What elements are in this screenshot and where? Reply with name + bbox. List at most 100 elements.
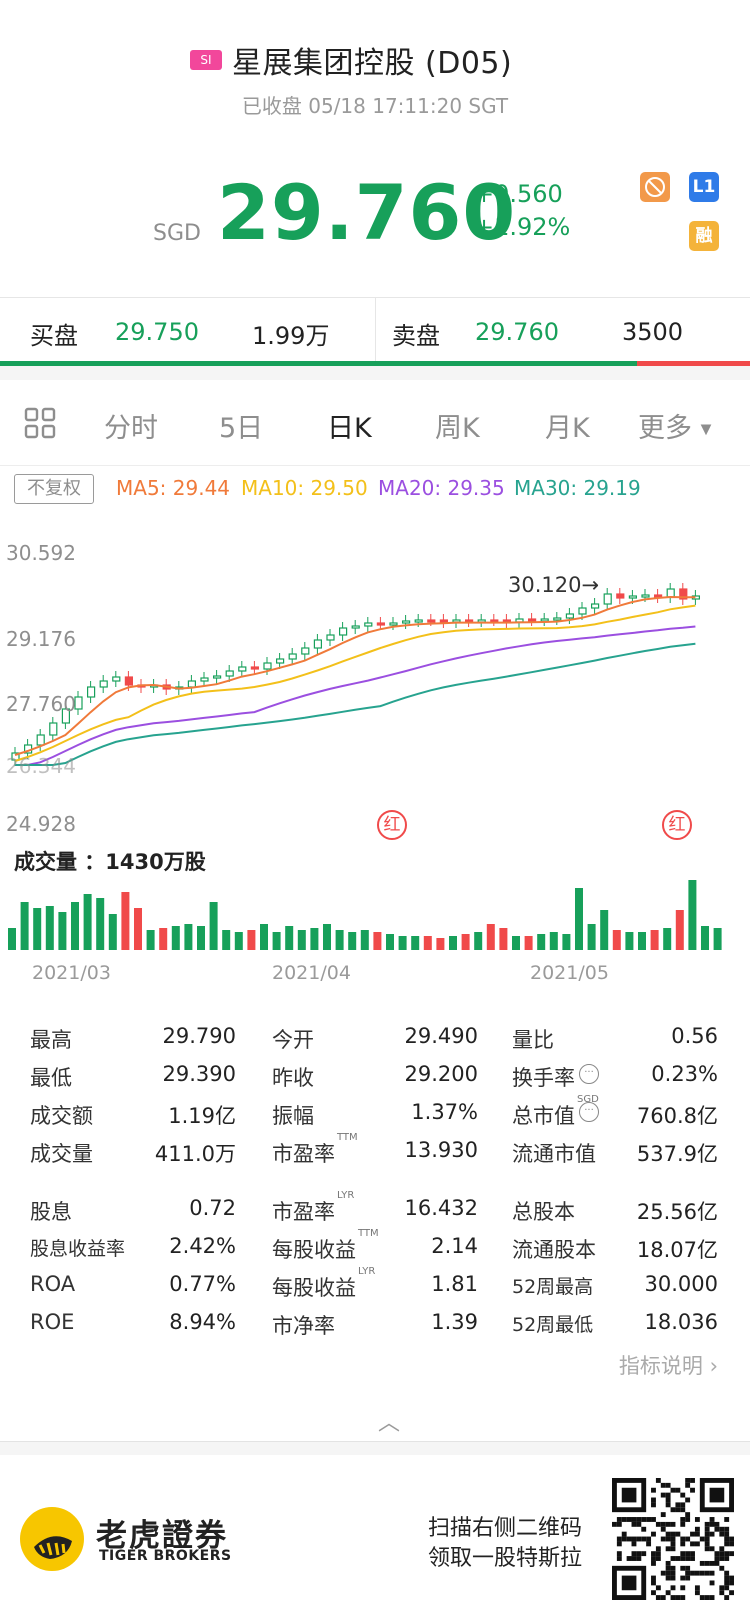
candle [200,677,209,682]
volume-bar [436,938,445,950]
stat-value: 18.036 [644,1310,718,1334]
stat-label: 流通市值 [512,1142,596,1166]
stat-label: ROA [30,1272,76,1296]
volume-bar [512,936,520,950]
volume-bar [524,936,533,950]
x-axis-label: 2021/04 [272,962,351,984]
bid-volume: 1.99万 [252,322,330,350]
volume-bar [20,902,29,950]
price-change: +0.560 [474,180,563,208]
info-icon[interactable]: ··· [579,1064,599,1084]
volume-bar [423,936,432,950]
last-price: 29.760 [217,168,517,257]
volume-bar [272,932,281,950]
candle [653,594,663,598]
candle [86,686,96,698]
ma-line [14,604,696,762]
stat-value: 16.432 [404,1196,478,1220]
candles-group [11,583,701,766]
volume-bar [701,926,709,950]
volume-bar [83,894,92,950]
volume-bar [461,934,470,950]
ma10-label: MA10: 29.50 [241,476,368,500]
stat-label: 昨收 [272,1066,314,1090]
volume-bar [310,928,319,950]
volume-bar [638,932,646,950]
adjust-button[interactable]: 不复权 [14,474,94,504]
volume-bar [260,924,268,950]
qr-code-image[interactable] [612,1478,734,1600]
stat-label: 成交量 [30,1142,93,1166]
candlestick-chart[interactable] [0,515,750,835]
indicator-help-label: 指标说明 [618,1354,703,1378]
stat-superscript: LYR [358,1266,376,1277]
tab-monthly-k[interactable]: 月K [545,413,590,444]
volume-bar [184,924,193,950]
stat-label: 今开 [272,1028,314,1052]
collapse-chevron-icon[interactable]: ︿ [378,1411,401,1436]
tab-intraday[interactable]: 分时 [104,413,158,444]
stat-label: 每股收益 [272,1276,356,1300]
volume-bar [688,880,697,950]
stat-value: 29.390 [162,1062,236,1086]
candle [213,675,222,679]
ask-volume: 3500 [622,318,684,346]
candle [402,620,411,624]
volume-bar [45,906,54,950]
volume-chart[interactable] [0,870,750,950]
stat-value: 537.9亿 [636,1142,718,1166]
tab-5day[interactable]: 5日 [219,413,264,444]
ma30-label: MA30: 29.19 [514,476,641,500]
stat-value: 29.200 [404,1062,478,1086]
market-badge: SI [190,50,222,70]
volume-bar [486,924,495,950]
tab-weekly-k[interactable]: 周K [435,413,480,444]
volume-bars-group [8,880,722,950]
candle [263,662,272,670]
stat-superscript: LYR [337,1190,355,1201]
volume-bar [650,930,659,950]
tab-more[interactable]: 更多 ▼ [638,406,711,445]
no-short-icon[interactable] [640,172,670,202]
stat-label: ROE [30,1310,75,1334]
stat-value: 0.77% [169,1272,236,1296]
stat-label: 市盈率 [272,1200,335,1224]
high-marker: 30.120→ [508,573,600,597]
stat-superscript: TTM [358,1228,379,1239]
red-tag-icon[interactable]: 红 [662,810,692,840]
l1-level-icon[interactable]: L1 [689,172,719,202]
volume-bar [58,912,67,950]
stat-value: 13.930 [404,1138,478,1162]
tab-more-label: 更多 [638,413,692,444]
bid-ask-divider [375,297,376,361]
volume-bar [575,888,583,950]
candle [124,676,134,686]
volume-bar [197,926,205,950]
tab-daily-k[interactable]: 日K [327,413,372,444]
ma-lines-group [14,595,696,766]
stat-label: 52周最高 [512,1276,594,1298]
stat-value: 0.72 [189,1196,236,1220]
stat-value: 1.39 [431,1310,478,1334]
red-tag-icon[interactable]: 红 [377,810,407,840]
indicator-help-link[interactable]: 指标说明 › [619,1350,718,1380]
info-icon[interactable]: ··· [579,1102,599,1122]
volume-bar [386,934,394,950]
layout-grid-icon[interactable] [24,407,56,443]
volume-bar [675,910,684,950]
currency-label: SGD [153,221,201,246]
candle [250,666,259,670]
candle [439,619,448,623]
stat-label: 振幅 [272,1104,314,1128]
candle [603,593,612,605]
margin-financing-icon[interactable]: 融 [689,221,719,251]
stat-value: 2.14 [431,1234,478,1258]
volume-bar [549,932,558,950]
ma5-label: MA5: 29.44 [116,476,231,500]
tiger-logo-icon [20,1507,84,1571]
candle [590,603,600,609]
volume-bar [234,932,243,950]
y-axis-label: 29.176 [6,627,76,651]
volume-bar [587,924,596,950]
stat-value: 0.56 [671,1024,718,1048]
